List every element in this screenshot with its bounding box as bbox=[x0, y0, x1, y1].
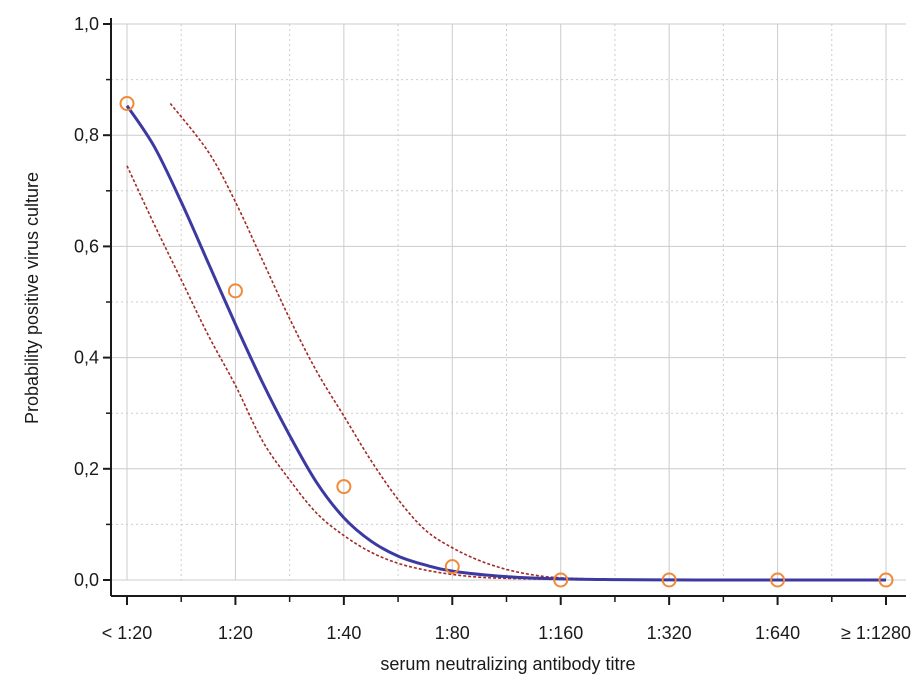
fitted-curve-line bbox=[125, 104, 886, 582]
x-axis-title: serum neutralizing antibody titre bbox=[380, 654, 635, 674]
x-tick-label: ≥ 1:1280 bbox=[841, 623, 911, 643]
observed-data-point bbox=[770, 572, 786, 588]
observed-data-point bbox=[878, 572, 894, 588]
x-tick-label: 1:160 bbox=[538, 623, 583, 643]
observed-data-point bbox=[119, 96, 135, 112]
series bbox=[125, 103, 886, 582]
grid bbox=[111, 23, 906, 581]
x-tick-label: 1:80 bbox=[435, 623, 470, 643]
y-tick-label: 0,6 bbox=[74, 236, 99, 256]
x-tick-label: 1:20 bbox=[218, 623, 253, 643]
x-tick-label: 1:640 bbox=[755, 623, 800, 643]
y-tick-label: 0,4 bbox=[74, 348, 99, 368]
y-tick-label: 0,0 bbox=[74, 570, 99, 590]
ci-upper-line bbox=[169, 103, 886, 581]
markers bbox=[119, 96, 894, 588]
x-tick-label: 1:40 bbox=[326, 623, 361, 643]
axes bbox=[103, 18, 906, 605]
observed-data-point bbox=[336, 479, 352, 495]
y-axis-title: Probability positive virus culture bbox=[22, 172, 42, 424]
y-tick-label: 0,2 bbox=[74, 459, 99, 479]
y-tick-label: 0,8 bbox=[74, 125, 99, 145]
observed-data-point bbox=[444, 559, 460, 575]
x-tick-label: < 1:20 bbox=[102, 623, 153, 643]
y-tick-label: 1,0 bbox=[74, 14, 99, 34]
observed-data-point bbox=[227, 283, 243, 299]
labels: 0,0 0,2 0,4 0,6 0,8 1,0 < 1:20 1:20 1:40 1:80 1:16… bbox=[74, 14, 911, 643]
observed-data-point bbox=[661, 572, 677, 588]
observed-data-point bbox=[553, 572, 569, 588]
ci-lower-line bbox=[126, 165, 886, 581]
x-tick-label: 1:320 bbox=[647, 623, 692, 643]
